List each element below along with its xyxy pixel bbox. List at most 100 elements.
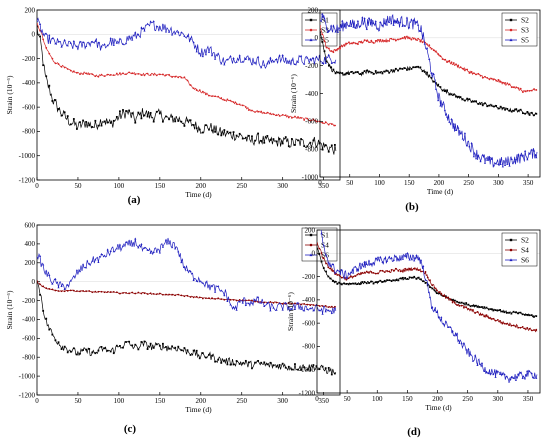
data-point [426,276,429,279]
data-point [340,268,343,271]
data-point [78,270,82,273]
data-point [530,329,533,332]
data-point [426,43,428,46]
data-point [45,32,48,35]
data-point [281,114,284,116]
data-point [505,322,508,325]
data-point [211,95,213,98]
data-point [465,306,468,309]
data-point [220,62,223,65]
data-point [412,37,415,40]
data-point [37,255,39,258]
data-point [109,291,112,293]
data-point [401,24,404,27]
data-point [338,28,342,31]
data-point [374,39,377,42]
y-tick-label: -1200 [19,176,36,184]
data-point [517,312,520,315]
data-point [211,297,213,300]
data-point [350,42,353,45]
data-point [521,325,524,328]
data-point [503,373,506,376]
data-point [168,73,170,76]
data-point [381,260,384,263]
y-tick-label: -200 [305,62,318,70]
data-point [177,345,180,348]
data-point [474,354,477,357]
data-point [54,42,57,45]
data-point [343,276,346,279]
data-point [522,112,524,115]
data-point [303,303,306,305]
data-point [385,23,388,26]
data-point [320,19,322,22]
data-point [253,298,257,301]
data-point [503,311,506,314]
data-point [453,334,456,337]
data-point [372,73,375,75]
data-point [269,138,272,141]
data-point [294,143,296,146]
data-point [469,353,472,356]
data-point [359,25,362,28]
data-point [100,73,103,76]
data-point [330,24,333,27]
data-point [275,301,278,304]
data-point [399,277,402,280]
data-point [91,351,94,354]
data-point [333,124,336,127]
data-point [119,344,121,347]
data-point [85,348,88,351]
data-point [119,72,121,75]
data-point [444,320,447,323]
data-point [171,246,174,249]
data-point [158,73,161,76]
data-point [327,261,330,264]
data-point [125,291,127,294]
data-point [312,304,315,306]
data-point [51,288,54,291]
data-point [275,308,278,311]
data-point [467,303,470,306]
data-point [69,289,72,292]
data-point [330,66,333,69]
data-point [238,298,241,301]
y-tick-label: -600 [305,118,318,126]
x-tick-label: 200 [196,182,207,190]
data-point [195,349,198,352]
data-point [377,71,379,74]
data-point [165,115,167,118]
data-point [388,71,391,74]
data-point [198,296,201,299]
x-tick-label: 300 [493,395,504,403]
data-point [100,290,103,293]
data-point [352,25,355,28]
legend-marker [309,233,313,237]
data-point [327,306,330,309]
x-tick-label: 100 [372,395,383,403]
data-point [82,290,84,292]
data-point [345,278,348,281]
data-point [54,62,57,65]
data-point [345,72,348,74]
data-point [388,40,391,42]
data-point [526,158,529,161]
data-point [456,304,459,306]
data-point [392,23,395,26]
data-point [451,299,454,301]
data-point [60,348,63,350]
data-point [158,344,161,347]
data-point [149,342,152,345]
data-point [300,138,303,140]
data-point [392,38,395,41]
data-point [251,367,253,370]
legend-marker [509,18,513,22]
data-point [220,361,223,364]
data-point [88,124,91,127]
data-point [183,295,186,298]
data-point [428,296,432,299]
data-point [205,356,207,359]
data-point [201,90,204,93]
data-point [94,75,97,78]
data-point [51,37,54,40]
